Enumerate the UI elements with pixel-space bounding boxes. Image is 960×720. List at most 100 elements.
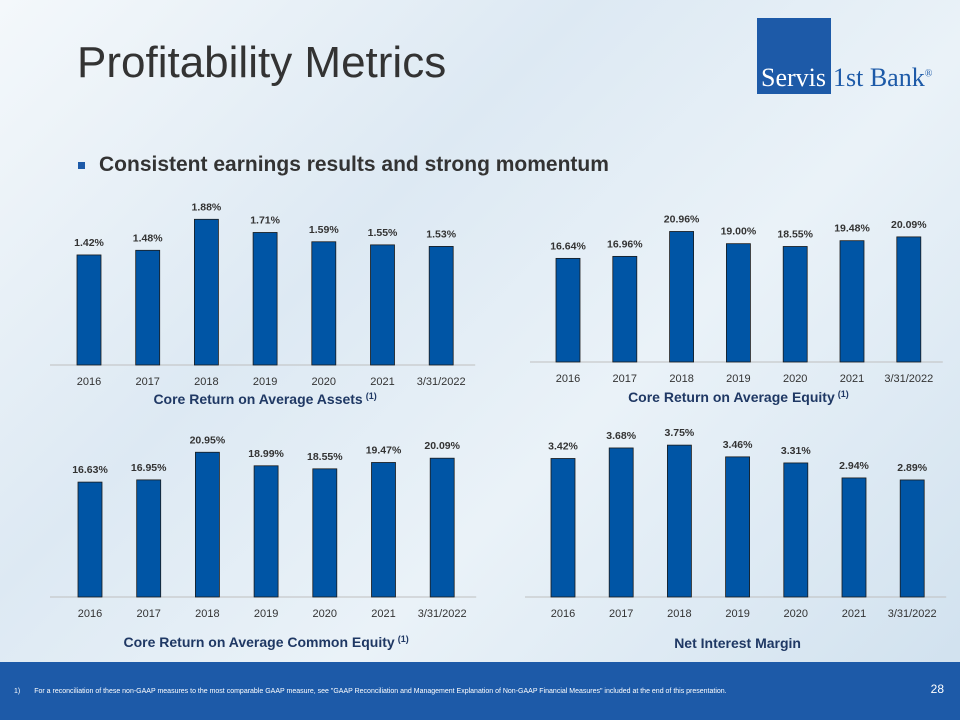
data-label: 16.63% xyxy=(72,464,108,476)
bar xyxy=(312,468,338,598)
chart-svg: 16.63% 2016 16.95% 2017 20.95% 2018 18.99% 2019… xyxy=(50,434,477,650)
bar xyxy=(253,465,279,598)
bar xyxy=(194,451,220,598)
data-label: 1.88% xyxy=(192,201,222,213)
bar xyxy=(193,218,219,366)
data-label: 2.94% xyxy=(839,460,869,472)
x-tick-label: 2019 xyxy=(253,376,277,388)
bar xyxy=(899,479,925,598)
x-tick-label: 2018 xyxy=(667,608,691,620)
bar xyxy=(429,457,455,598)
data-label: 20.96% xyxy=(664,213,700,225)
chart-title: Core Return on Average Assets (1) xyxy=(153,391,376,407)
x-tick-label: 2017 xyxy=(613,373,637,385)
bar xyxy=(841,477,867,598)
chart-title-main: Core Return on Average Equity xyxy=(628,389,835,405)
chart-title-main: Core Return on Average Common Equity xyxy=(123,634,394,650)
chart-core-roae: 16.64% 2016 16.96% 2017 20.96% 2018 19.00% 2019… xyxy=(530,213,943,414)
footnote: 1) For a reconciliation of these non-GAAP… xyxy=(14,688,727,695)
bar xyxy=(666,444,692,598)
chart-title-main: Net Interest Margin xyxy=(674,635,801,651)
x-tick-label: 2020 xyxy=(313,608,337,620)
logo-box xyxy=(757,18,831,94)
x-tick-label: 2017 xyxy=(135,376,159,388)
page-number: 28 xyxy=(930,682,944,696)
bar xyxy=(136,479,162,598)
x-tick-label: 2021 xyxy=(371,608,395,620)
data-label: 16.96% xyxy=(607,238,643,250)
footnote-number: 1) xyxy=(14,688,21,695)
x-tick-label: 2021 xyxy=(370,376,394,388)
bar xyxy=(555,257,581,363)
bar xyxy=(428,246,454,366)
data-label: 16.64% xyxy=(550,240,586,252)
bar xyxy=(135,249,161,366)
data-label: 18.55% xyxy=(307,451,343,463)
chart-title: Core Return on Average Common Equity (1) xyxy=(123,634,408,650)
data-label: 3.46% xyxy=(723,439,753,451)
chart-svg: 16.64% 2016 16.96% 2017 20.96% 2018 19.00% 2019… xyxy=(530,213,943,405)
data-label: 19.47% xyxy=(366,444,402,456)
data-label: 18.55% xyxy=(777,228,813,240)
data-label: 16.95% xyxy=(131,462,167,474)
data-label: 1.48% xyxy=(133,232,163,244)
chart-core-roace: 16.63% 2016 16.95% 2017 20.95% 2018 18.99% 2019… xyxy=(50,434,477,659)
x-tick-label: 2020 xyxy=(783,373,807,385)
logo-registered-mark: ® xyxy=(924,68,933,80)
bar xyxy=(725,243,751,363)
x-tick-label: 3/31/2022 xyxy=(417,376,466,388)
bar xyxy=(370,244,395,366)
bar xyxy=(252,232,278,366)
x-tick-label: 2016 xyxy=(78,608,102,620)
bar xyxy=(77,481,103,598)
logo-text-right: 1st Bank® xyxy=(833,63,932,93)
x-tick-label: 2021 xyxy=(842,608,866,620)
data-label: 3.75% xyxy=(665,427,695,439)
x-tick-label: 2017 xyxy=(609,608,633,620)
data-label: 1.42% xyxy=(74,237,104,249)
data-label: 3.68% xyxy=(606,430,636,442)
x-tick-label: 2016 xyxy=(77,376,101,388)
x-tick-label: 2019 xyxy=(726,373,750,385)
data-label: 20.09% xyxy=(891,219,927,231)
x-tick-label: 2019 xyxy=(725,608,749,620)
chart-svg: 1.42% 2016 1.48% 2017 1.88% 2018 1.71% 2019 1.59… xyxy=(50,201,476,407)
data-label: 20.09% xyxy=(424,440,460,452)
bar xyxy=(896,236,922,363)
chart-net-interest-margin: 3.42% 2016 3.68% 2017 3.75% 2018 3.46% 2019 3.31… xyxy=(525,425,947,660)
chart-svg: 3.42% 2016 3.68% 2017 3.75% 2018 3.46% 2019 3.31… xyxy=(525,427,947,651)
chart-title-superscript: (1) xyxy=(838,389,849,399)
data-label: 1.55% xyxy=(368,227,398,239)
bar xyxy=(612,255,638,363)
data-label: 1.71% xyxy=(250,214,280,226)
x-tick-label: 2018 xyxy=(669,373,693,385)
data-label: 2.89% xyxy=(897,462,927,474)
data-label: 19.00% xyxy=(721,226,757,238)
chart-title: Core Return on Average Equity (1) xyxy=(628,389,849,405)
bar xyxy=(669,231,695,363)
chart-title: Net Interest Margin xyxy=(674,635,801,651)
x-tick-label: 2020 xyxy=(312,376,336,388)
bullet-square-icon xyxy=(78,161,85,169)
bar xyxy=(550,458,576,598)
logo-text-left: Servis xyxy=(761,63,826,92)
data-label: 1.59% xyxy=(309,224,339,236)
bar xyxy=(76,254,102,366)
x-tick-label: 2018 xyxy=(194,376,218,388)
x-tick-label: 2016 xyxy=(551,608,575,620)
x-tick-label: 2017 xyxy=(136,608,160,620)
data-label: 3.42% xyxy=(548,440,578,452)
chart-core-roaa: 1.42% 2016 1.48% 2017 1.88% 2018 1.71% 2019 1.59… xyxy=(50,200,476,416)
x-tick-label: 2020 xyxy=(784,608,808,620)
data-label: 20.95% xyxy=(190,434,226,446)
chart-title-superscript: (1) xyxy=(366,391,377,401)
bar xyxy=(839,240,865,363)
x-tick-label: 2016 xyxy=(556,373,580,385)
bar xyxy=(725,456,751,598)
chart-title-superscript: (1) xyxy=(398,634,409,644)
x-tick-label: 2019 xyxy=(254,608,278,620)
logo-text-right-main: 1st Bank xyxy=(833,63,925,92)
x-tick-label: 3/31/2022 xyxy=(888,608,937,620)
chart-title-main: Core Return on Average Assets xyxy=(153,391,362,407)
x-tick-label: 3/31/2022 xyxy=(884,373,933,385)
